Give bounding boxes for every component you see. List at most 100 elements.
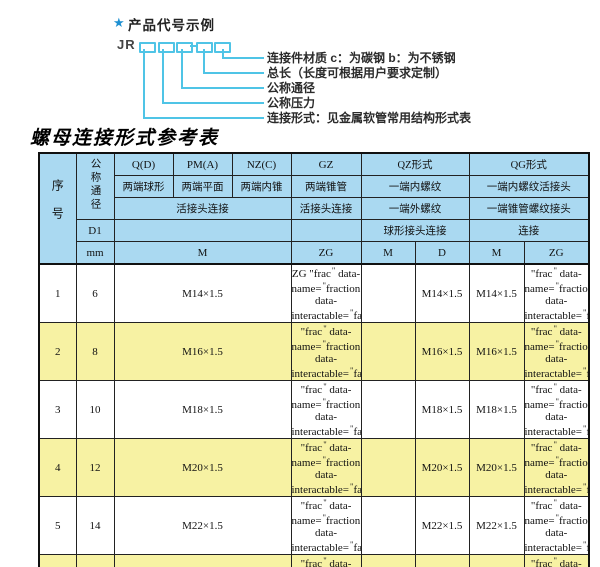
inch-mark: " xyxy=(553,323,557,334)
cell-seq: 6 xyxy=(38,554,77,567)
header-zg-gz: ZG xyxy=(290,241,362,265)
header-q: Q(D) xyxy=(113,152,174,176)
cell-qg_zg: "frac" data-name="fraction" data-interac… xyxy=(523,263,590,323)
cell-qg_zg: "frac" data-name="fraction" data-interac… xyxy=(523,322,590,381)
callout-line xyxy=(222,57,264,59)
callout-line xyxy=(143,49,145,118)
header-qz: QZ形式 xyxy=(360,152,470,176)
header-d1: D1 xyxy=(75,219,115,242)
cell-seq: 2 xyxy=(38,322,77,381)
cell-seq: 4 xyxy=(38,438,77,497)
cell-dn: 8 xyxy=(75,322,115,381)
cell-qg_zg: "frac" data-name="fraction" data-interac… xyxy=(523,496,590,555)
header-qz-sub1: 一端内螺纹 xyxy=(360,175,470,198)
inch-mark: " xyxy=(530,558,536,567)
header-qg-sub2: 一端锥管螺纹接头 xyxy=(468,197,590,220)
cell-gz: "frac" data-name="fraction" data-interac… xyxy=(290,496,362,555)
inch-mark: " xyxy=(300,558,306,567)
header-nz: NZ(C) xyxy=(231,152,292,176)
header-qz-sub2: 一端外螺纹 xyxy=(360,197,470,220)
callout-line xyxy=(203,49,205,73)
inch-mark: " xyxy=(350,423,354,433)
table-title: 螺母连接形式参考表 xyxy=(30,128,220,149)
inch-mark: " xyxy=(553,439,557,450)
header-m-span: M xyxy=(113,241,292,265)
inch-mark: " xyxy=(300,384,306,396)
inch-mark: " xyxy=(553,497,557,508)
header-qz-m: M xyxy=(360,241,416,265)
cell-qg_m: M22×1.5 xyxy=(468,496,525,555)
nut-connection-table: 序号 公称通径 Q(D) PM(A) NZ(C) GZ QZ形式 QG形式 两端… xyxy=(38,152,591,567)
cell-qz_d: M16×1.5 xyxy=(414,322,470,381)
cell-qz_d: M18×1.5 xyxy=(414,380,470,439)
inch-mark: " xyxy=(583,365,587,375)
inch-mark: " xyxy=(322,280,327,290)
header-pm-sub: 两端平面 xyxy=(172,175,233,198)
inch-mark: " xyxy=(530,326,536,338)
callout-line xyxy=(222,49,224,58)
inch-mark: " xyxy=(323,323,327,334)
inch-mark: " xyxy=(583,539,587,549)
cell-qg_zg: "frac" data-name="fraction" data-interac… xyxy=(523,554,590,567)
cell-qz_d: M24×1.5 xyxy=(414,554,470,567)
cell-dn: 14 xyxy=(75,496,115,555)
callout-label-length: 总长（长度可根据用户要求定制） xyxy=(267,66,448,80)
header-union: 活接头连接 xyxy=(113,197,292,220)
inch-mark: " xyxy=(300,326,306,338)
header-mm: mm xyxy=(75,241,115,265)
inch-mark: " xyxy=(322,338,327,348)
header-blank-1 xyxy=(113,219,292,242)
header-gz: GZ xyxy=(290,152,362,176)
inch-mark: " xyxy=(530,500,536,512)
inch-mark: " xyxy=(350,539,354,549)
cell-gz: "frac" data-name="fraction" data-interac… xyxy=(290,554,362,567)
cell-seq: 1 xyxy=(38,263,77,323)
inch-mark: " xyxy=(300,442,306,454)
header-qg-sub3: 连接 xyxy=(468,219,590,242)
callout-label-pressure: 公称压力 xyxy=(267,96,316,110)
cell-qg_m: M16×1.5 xyxy=(468,322,525,381)
inch-mark: " xyxy=(322,454,327,464)
header-seq: 序号 xyxy=(38,152,77,265)
cell-qz_m xyxy=(360,438,416,497)
header-pm: PM(A) xyxy=(172,152,233,176)
header-qg-zg: ZG xyxy=(523,241,590,265)
callout-line xyxy=(143,117,264,119)
cell-dn: 15 xyxy=(75,554,115,567)
inch-mark: " xyxy=(530,442,536,454)
cell-m: M22×1.5 xyxy=(113,496,292,555)
inch-mark: " xyxy=(530,268,536,280)
cell-m: M14×1.5 xyxy=(113,263,292,323)
table-header: 序号 公称通径 Q(D) PM(A) NZ(C) GZ QZ形式 QG形式 两端… xyxy=(38,152,590,265)
inch-mark: " xyxy=(583,481,587,491)
header-dn: 公称通径 xyxy=(75,152,115,220)
code-box-1 xyxy=(139,42,156,53)
cell-qz_d: M20×1.5 xyxy=(414,438,470,497)
cell-m: M20×1.5 xyxy=(113,438,292,497)
table-row: 615M24×1.5"frac" data-name="fraction" da… xyxy=(38,554,590,567)
header-q-sub: 两端球形 xyxy=(113,175,174,198)
code-box-3 xyxy=(176,42,193,53)
callout-label-diameter: 公称通径 xyxy=(267,81,316,95)
cell-qg_m: M24×1.5 xyxy=(468,554,525,567)
inch-mark: " xyxy=(322,512,327,522)
cell-dn: 12 xyxy=(75,438,115,497)
inch-mark: " xyxy=(323,439,327,450)
cell-qz_m xyxy=(360,380,416,439)
cell-gz: "frac" data-name="fraction" data-interac… xyxy=(290,438,362,497)
callout-line xyxy=(181,49,183,88)
inch-mark: " xyxy=(555,338,560,348)
callout-label-connection: 连接形式：见金属软管常用结构形式表 xyxy=(267,111,472,125)
inch-mark: " xyxy=(322,396,327,406)
diagram-title: 产品代号示例 xyxy=(128,18,215,33)
callout-line xyxy=(181,87,264,89)
inch-mark: " xyxy=(350,307,354,317)
inch-mark: " xyxy=(583,307,587,317)
header-union-gz: 活接头连接 xyxy=(290,197,362,220)
inch-mark: " xyxy=(553,265,557,275)
header-blank-2 xyxy=(290,219,362,242)
